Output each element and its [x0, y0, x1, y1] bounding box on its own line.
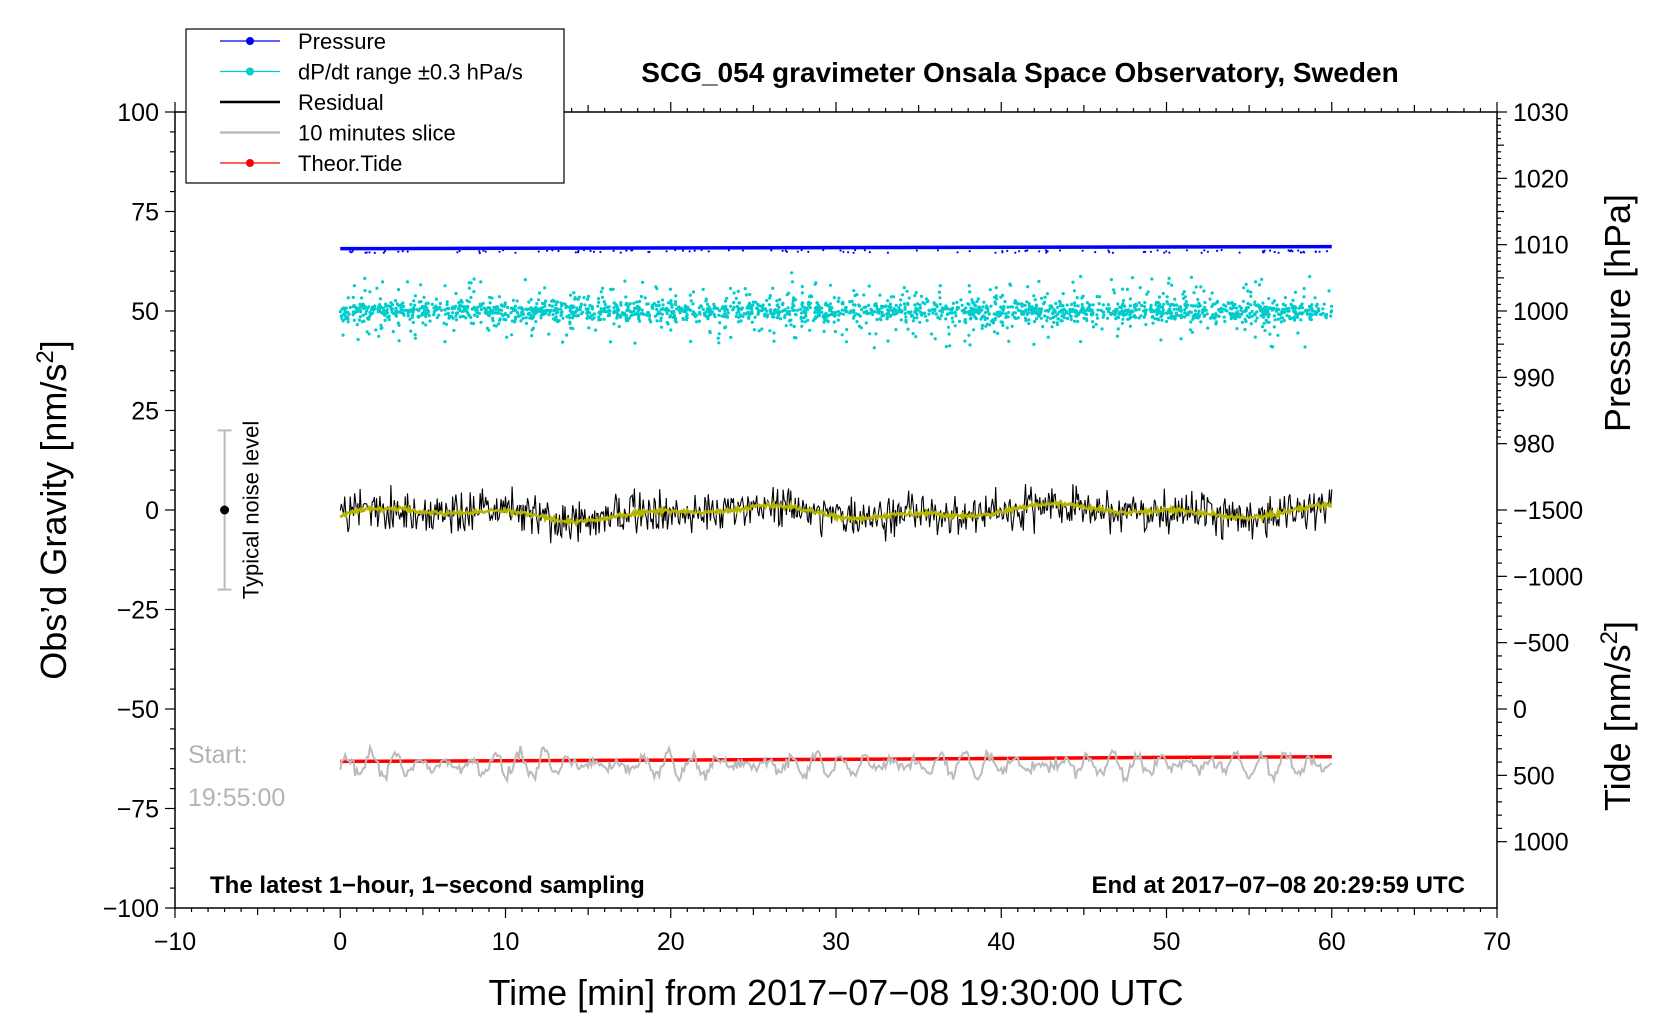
pressure-axis-ticks: 1030 1020 1010 1000 990 980 — [1497, 99, 1569, 459]
y-axis-label-main: Obs’d Gravity [nm/s — [33, 364, 74, 680]
legend-item: dP/dt range ±0.3 hPa/s — [220, 60, 523, 85]
y-tick-label: −25 — [117, 597, 159, 625]
x-tick-label: 0 — [333, 928, 347, 956]
x-tick-label: 10 — [492, 928, 520, 956]
legend-swatch-dot — [246, 67, 254, 76]
noise-level-label: Typical noise level — [239, 421, 264, 600]
y-tick-label: −75 — [117, 796, 159, 824]
legend-label: Residual — [298, 90, 384, 115]
tide-axis-ticks: 1000 500 0 −500 −1000 −1500 — [1497, 497, 1583, 857]
dpdt-scatter-series — [338, 271, 1334, 350]
plot-series — [338, 244, 1334, 785]
tide-axis-label-main: Tide [nm/s — [1597, 644, 1638, 811]
legend-item: Residual — [220, 90, 384, 115]
pressure-tick-label: 1000 — [1513, 298, 1569, 326]
residual-series — [339, 483, 1333, 544]
footer-sampling: The latest 1−hour, 1−second sampling — [210, 872, 645, 899]
pressure-tick-label: 980 — [1513, 431, 1555, 459]
pressure-tick-label: 1020 — [1513, 165, 1569, 193]
y-tick-label: 50 — [131, 298, 159, 326]
legend: Pressure dP/dt range ±0.3 hPa/s Residual 10… — [185, 28, 565, 184]
footer-end-time: End at 2017−07−08 20:29:59 UTC — [1091, 872, 1465, 899]
tide-series — [340, 755, 1332, 764]
legend-label: dP/dt range ±0.3 hPa/s — [298, 60, 523, 85]
legend-swatch-dot — [246, 37, 254, 45]
legend-item: Pressure — [220, 29, 386, 54]
tide-axis-label: Tide [nm/s2] — [1596, 621, 1639, 811]
y-tick-label: 0 — [145, 497, 159, 525]
x-tick-label: 30 — [822, 928, 850, 956]
x-tick-label: 50 — [1153, 928, 1181, 956]
legend-swatch-dot — [246, 159, 254, 167]
tide-tick-label: 1000 — [1513, 829, 1569, 857]
tide-axis-label-sup: 2 — [1596, 631, 1623, 644]
legend-label: Theor.Tide — [298, 151, 402, 176]
noise-level-indicator: Typical noise level — [217, 421, 264, 600]
legend-item: 10 minutes slice — [220, 121, 456, 146]
slice-start-label: Start: — [188, 741, 248, 769]
y-tick-label: −50 — [117, 696, 159, 724]
y-axis-label: Obs’d Gravity [nm/s2] — [32, 340, 75, 679]
legend-label: Pressure — [298, 29, 386, 54]
tide-tick-label: −1500 — [1513, 497, 1583, 525]
legend-box — [185, 28, 565, 184]
residual-smoothed-series — [339, 499, 1333, 528]
legend-item: Theor.Tide — [220, 151, 402, 176]
slice-series — [339, 743, 1333, 785]
y-tick-label: 75 — [131, 199, 159, 227]
tide-tick-label: 500 — [1513, 762, 1555, 790]
chart-title: SCG_054 gravimeter Onsala Space Observat… — [641, 57, 1398, 88]
tide-tick-label: −1000 — [1513, 563, 1583, 591]
x-axis-label: Time [min] from 2017−07−08 19:30:00 UTC — [488, 972, 1183, 1013]
y-axis-ticks: 100 75 50 25 0 −25 −50 −75 −100 — [103, 99, 175, 923]
x-tick-label: −10 — [154, 928, 196, 956]
pressure-axis-label: Pressure [hPa] — [1597, 194, 1638, 432]
pressure-tick-label: 1010 — [1513, 232, 1569, 260]
x-tick-label: 20 — [657, 928, 685, 956]
pressure-tick-label: 1030 — [1513, 99, 1569, 127]
y-tick-label: 100 — [117, 99, 159, 127]
x-tick-label: 60 — [1318, 928, 1346, 956]
y-tick-label: −100 — [103, 895, 159, 923]
x-tick-label: 40 — [987, 928, 1015, 956]
noise-level-dot — [220, 505, 230, 515]
y-tick-label: 25 — [131, 398, 159, 426]
y-axis-label-sup: 2 — [32, 350, 59, 363]
tide-tick-label: 0 — [1513, 696, 1527, 724]
pressure-tick-label: 990 — [1513, 364, 1555, 392]
slice-start-time: 19:55:00 — [188, 784, 285, 812]
x-tick-label: 70 — [1483, 928, 1511, 956]
tide-tick-label: −500 — [1513, 630, 1569, 658]
y-axis-label-close: ] — [33, 340, 74, 350]
pressure-scatter — [349, 248, 1329, 255]
pressure-series — [340, 244, 1332, 251]
x-axis-ticks: −10 0 10 20 30 40 50 60 70 — [154, 102, 1511, 956]
legend-label: 10 minutes slice — [298, 121, 456, 146]
tide-axis-label-close: ] — [1597, 621, 1638, 631]
